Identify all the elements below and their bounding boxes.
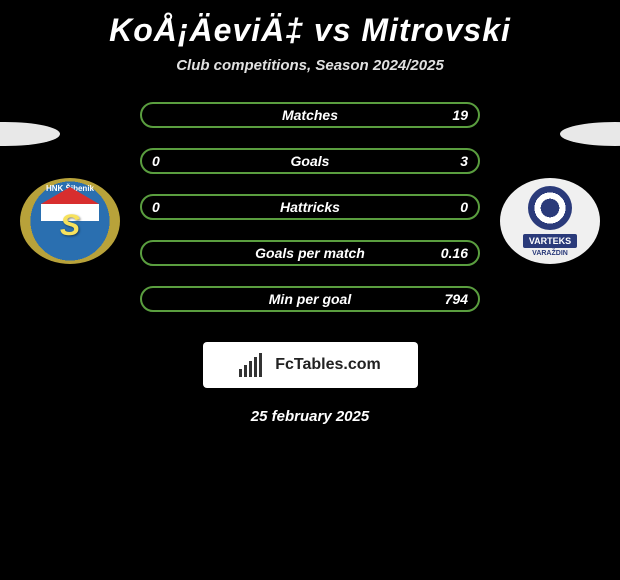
stat-label: Hattricks [280, 199, 340, 215]
page-title: KoÅ¡ÄeviÄ‡ vs Mitrovski [0, 0, 620, 57]
stat-right-value: 3 [450, 153, 478, 169]
brand-link[interactable]: FcTables.com [203, 342, 418, 388]
stat-label: Goals [291, 153, 330, 169]
stat-right-value: 19 [442, 107, 478, 123]
stat-row-hattricks: 0 Hattricks 0 [140, 194, 480, 220]
stat-label: Goals per match [255, 245, 365, 261]
stat-right-value: 0.16 [431, 245, 478, 261]
stat-row-matches: Matches 19 [140, 102, 480, 128]
brand-text: FcTables.com [275, 356, 381, 374]
stat-right-value: 0 [450, 199, 478, 215]
stat-left-value: 0 [142, 153, 170, 169]
brand-chart-icon [239, 353, 269, 377]
date-text: 25 february 2025 [0, 408, 620, 425]
stat-label: Min per goal [269, 291, 351, 307]
stat-left-value: 0 [142, 199, 170, 215]
stat-row-goals-per-match: Goals per match 0.16 [140, 240, 480, 266]
stat-row-goals: 0 Goals 3 [140, 148, 480, 174]
subtitle: Club competitions, Season 2024/2025 [0, 57, 620, 74]
stat-row-min-per-goal: Min per goal 794 [140, 286, 480, 312]
stat-label: Matches [282, 107, 338, 123]
main-container: KoÅ¡ÄeviÄ‡ vs Mitrovski Club competition… [0, 0, 620, 425]
stats-list: Matches 19 0 Goals 3 0 Hattricks 0 Goals… [0, 102, 620, 312]
stat-right-value: 794 [435, 291, 478, 307]
